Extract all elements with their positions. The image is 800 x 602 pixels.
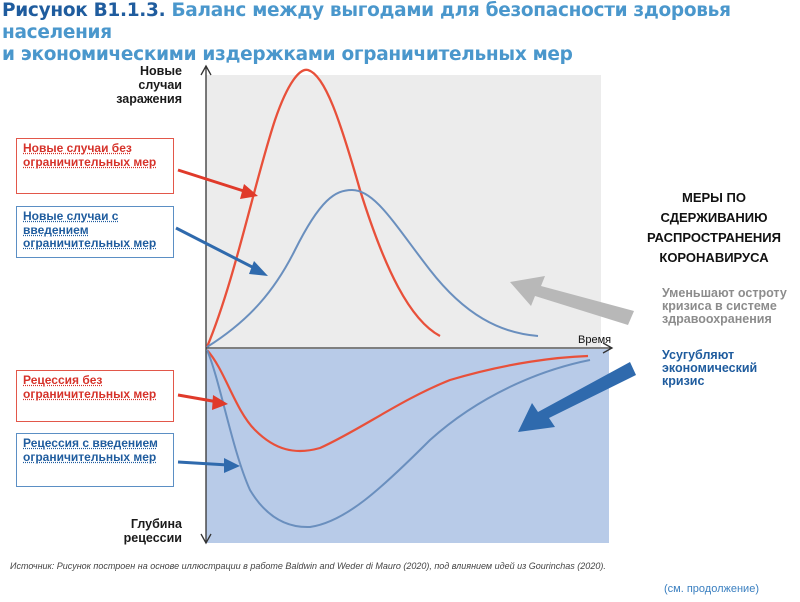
blue-infection-curve	[206, 188, 539, 348]
continued-link[interactable]: (см. продолжение)	[664, 583, 759, 595]
measures-heading-line-4: КОРОНАВИРУСА	[659, 250, 769, 265]
measures-heading: МЕРЫ ПО СДЕРЖИВАНИЮ РАСПРОСТРАНЕНИЯ КОРО…	[628, 188, 800, 268]
y-top-axis-label: Новые случаи заражения	[116, 64, 182, 106]
red-bottom-box: Рецессия без ограничительных мер	[16, 370, 174, 422]
measures-heading-line-3: РАСПРОСТРАНЕНИЯ	[647, 230, 781, 245]
blue-bottom-box-text: Рецессия с введением ограничительных мер	[23, 436, 158, 464]
figure-number: Рисунок В1.1.3.	[2, 0, 166, 21]
y-bottom-axis-label: Глубина рецессии	[123, 517, 182, 545]
blue-top-box: Новые случаи с введением ограничительных…	[16, 206, 174, 258]
blue-top-box-text: Новые случаи с введением ограничительных…	[23, 209, 157, 250]
blue-bottom-pointer	[177, 460, 229, 467]
red-top-box: Новые случаи без ограничительных мер	[16, 138, 174, 194]
lower-panel	[206, 349, 609, 543]
reduce-crisis-text: Уменьшают остроту кризиса в системе здра…	[662, 286, 787, 326]
red-bottom-pointer	[177, 393, 219, 404]
red-infection-curve	[205, 68, 441, 348]
measures-heading-line-2: СДЕРЖИВАНИЮ	[660, 210, 768, 225]
blue-recession-curve	[206, 349, 591, 529]
y-axis-bottom-arrow	[200, 533, 212, 545]
blue-top-pointer	[175, 226, 259, 272]
deepen-crisis-text: Усугубляют экономический кризис	[662, 348, 758, 388]
x-axis-label: Время	[578, 334, 612, 346]
red-top-pointer	[177, 168, 251, 195]
x-axis-arrow	[602, 342, 614, 354]
upper-panel	[206, 75, 601, 347]
blue-bottom-pointer-head	[224, 458, 240, 473]
figure-title: Рисунок В1.1.3. Баланс между выгодами дл…	[0, 0, 800, 66]
source-note: Источник: Рисунок построен на основе илл…	[10, 561, 606, 571]
measures-heading-line-1: МЕРЫ ПО	[682, 190, 746, 205]
blue-top-pointer-head	[249, 261, 268, 276]
red-top-box-text: Новые случаи без ограничительных мер	[23, 141, 157, 169]
y-axis-top-arrow	[200, 64, 212, 76]
figure-title-text: Баланс между выгодами для безопасности з…	[2, 0, 731, 43]
red-top-pointer-head	[240, 184, 258, 199]
gray-big-arrow	[510, 276, 634, 325]
red-bottom-pointer-head	[212, 395, 228, 410]
blue-bottom-box: Рецессия с введением ограничительных мер	[16, 433, 174, 487]
figure-title-line2: и экономическими издержками ограничитель…	[2, 44, 573, 65]
red-recession-curve	[206, 349, 589, 452]
red-bottom-box-text: Рецессия без ограничительных мер	[23, 373, 157, 401]
blue-big-arrow	[518, 362, 636, 432]
